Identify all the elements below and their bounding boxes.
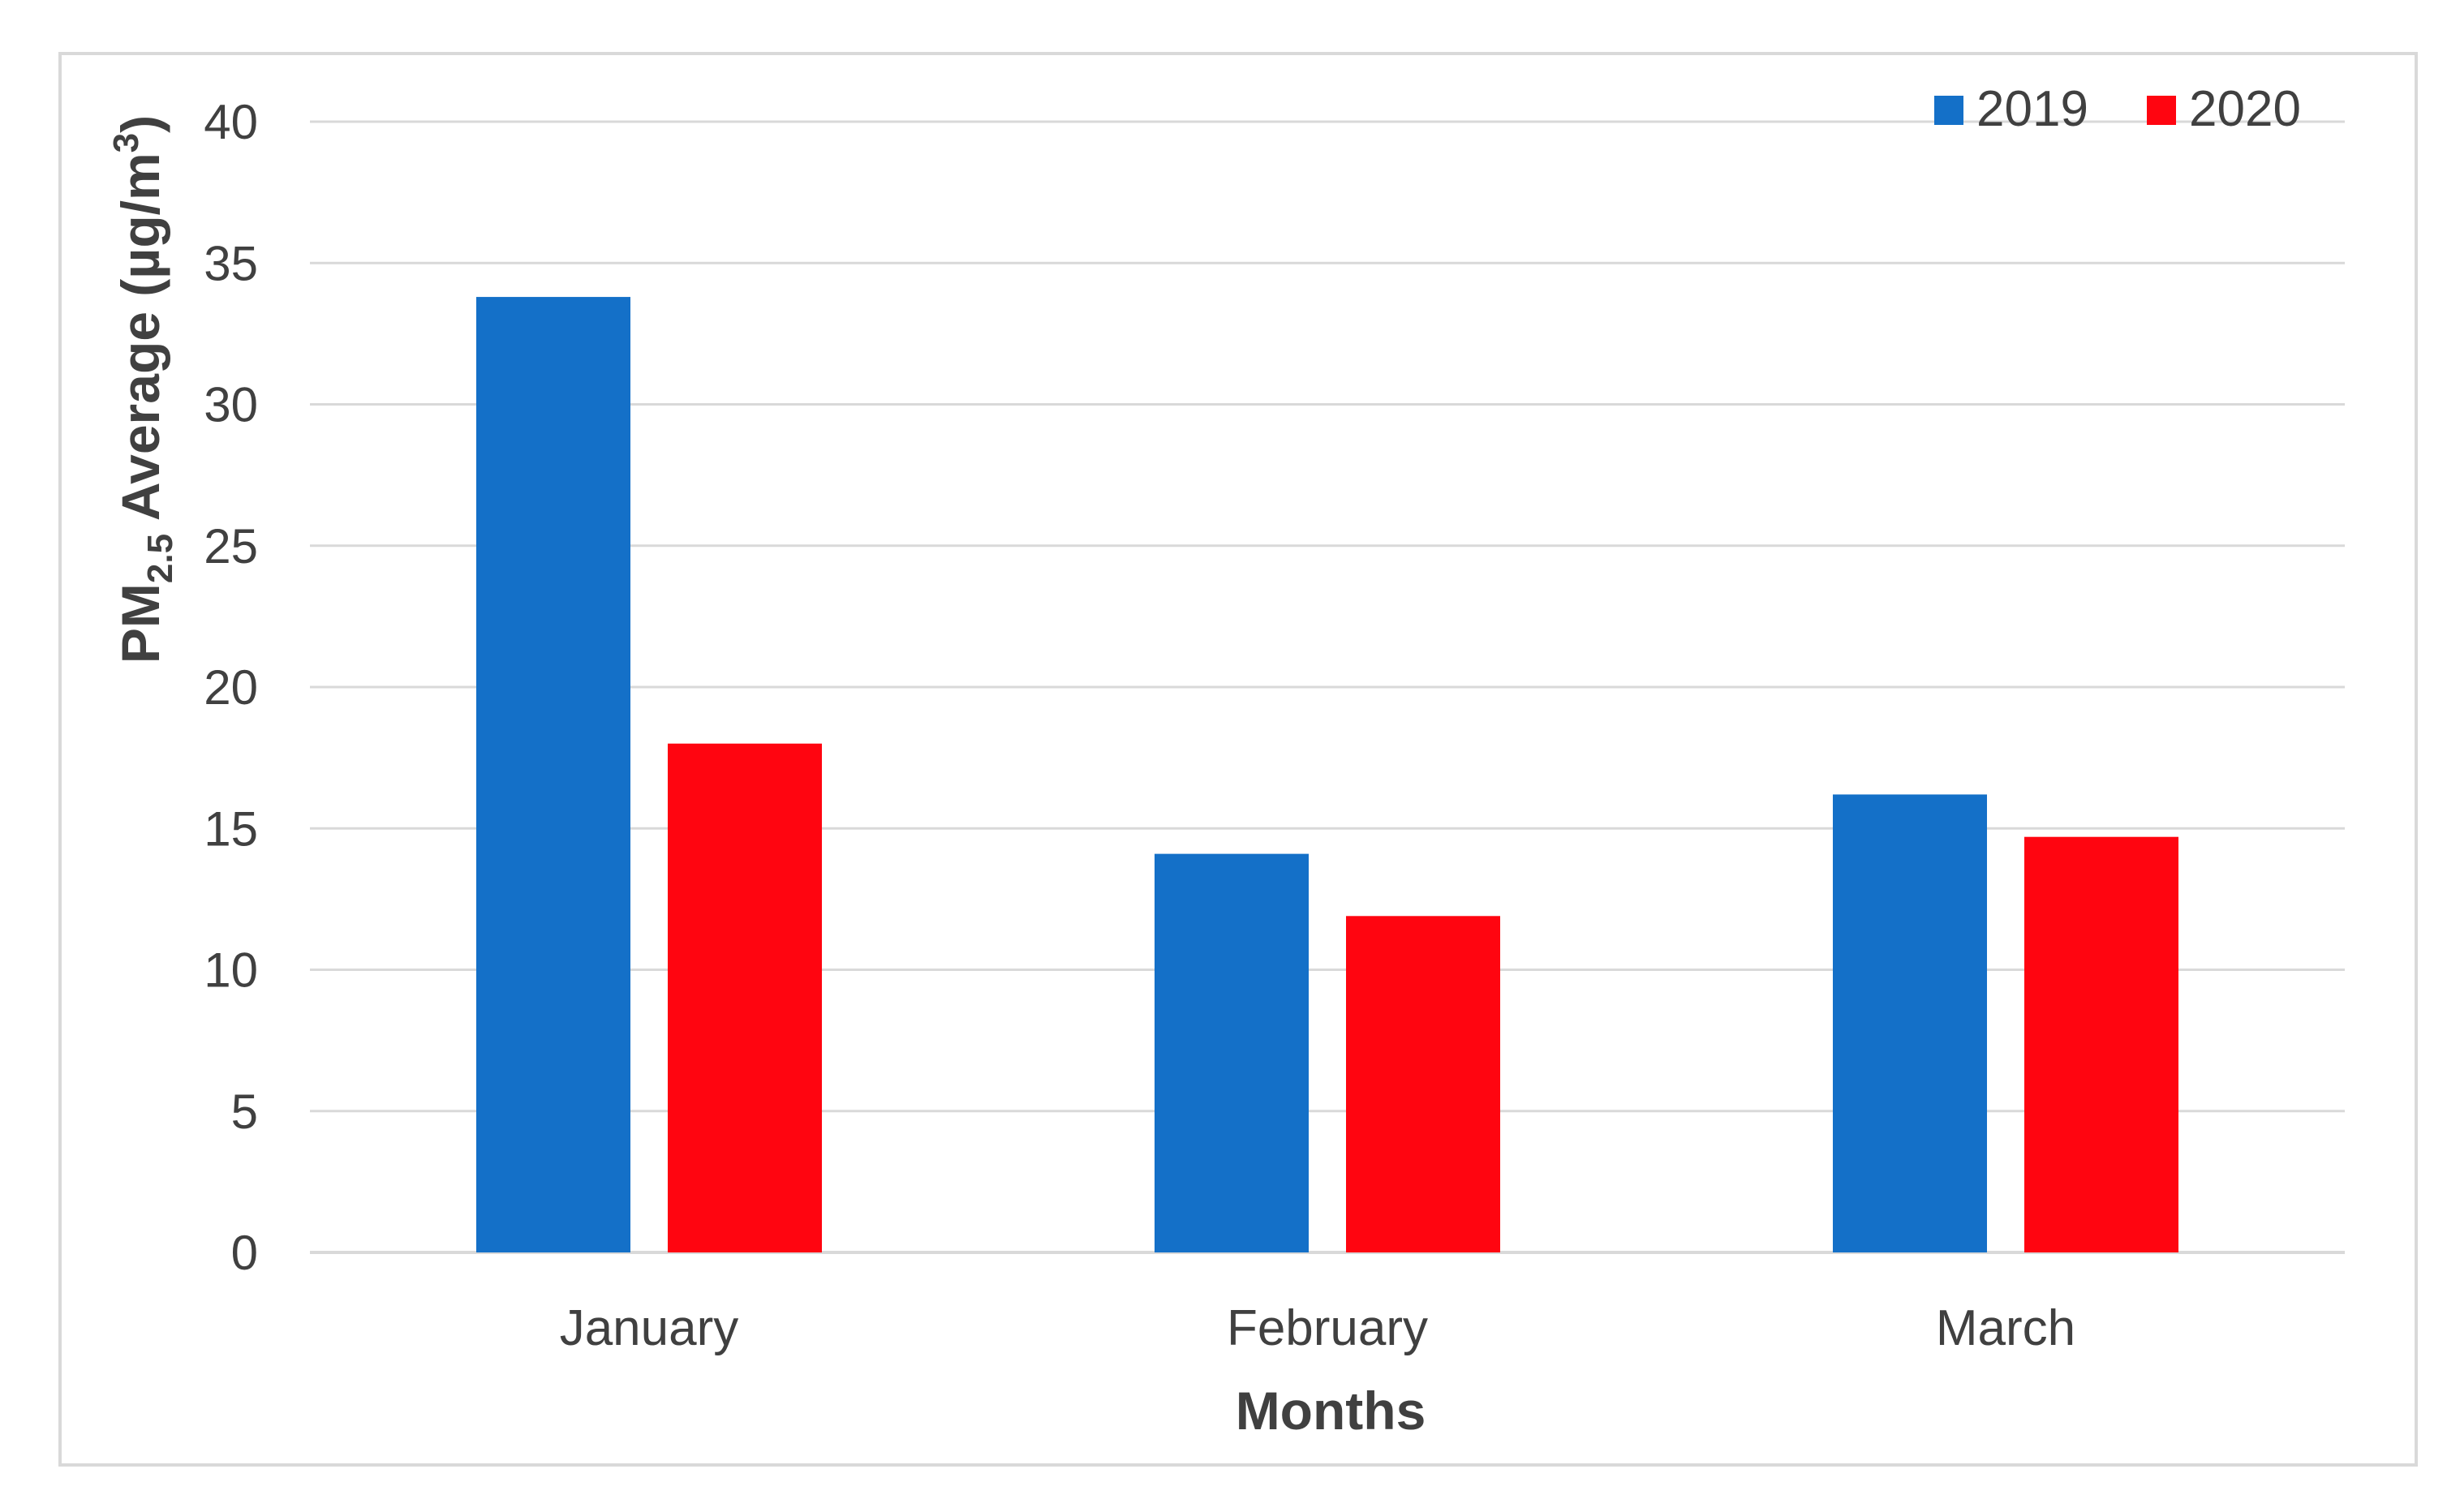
legend-label-2020: 2020: [2189, 81, 2301, 137]
x-category-label-march: March: [1936, 1300, 2075, 1356]
gridlines: [310, 120, 2345, 1254]
bars: [476, 297, 2178, 1252]
x-axis-title: Months: [1236, 1381, 1426, 1441]
x-axis-categories: January February March: [560, 1300, 2075, 1356]
x-category-label-february: February: [1227, 1300, 1428, 1356]
y-axis-title-superscript: 3: [106, 133, 146, 152]
y-axis-title-suffix: ): [110, 115, 170, 133]
legend: 2019 2020: [1934, 81, 2301, 137]
y-tick-label: 30: [204, 378, 258, 432]
y-tick-label: 25: [204, 519, 258, 573]
y-tick-label: 40: [204, 95, 258, 149]
y-axis-title-middle: Average (µg/m: [110, 152, 170, 534]
bar-january-2020: [668, 743, 822, 1252]
legend-swatch-2020: [2147, 96, 2176, 125]
bar-february-2019: [1155, 853, 1309, 1252]
y-tick-label: 20: [204, 660, 258, 715]
bar-march-2020: [2024, 836, 2178, 1252]
y-tick-label: 5: [231, 1085, 258, 1139]
bar-january-2019: [476, 297, 630, 1252]
y-tick-label: 0: [231, 1226, 258, 1280]
y-axis-title-prefix: PM: [110, 583, 170, 664]
bar-february-2020: [1346, 916, 1500, 1252]
y-tick-label: 35: [204, 236, 258, 290]
y-axis-title-subscript: 2.5: [140, 534, 180, 583]
y-axis-ticks: 0 5 10 15 20 25 30 35 40: [204, 95, 258, 1280]
y-axis-title: PM2.5 Average (µg/m3): [106, 115, 180, 664]
legend-swatch-2019: [1934, 96, 1963, 125]
legend-label-2019: 2019: [1976, 81, 2088, 137]
bar-march-2019: [1833, 794, 1987, 1252]
y-tick-label: 15: [204, 801, 258, 856]
y-tick-label: 10: [204, 943, 258, 998]
x-category-label-january: January: [560, 1300, 739, 1356]
